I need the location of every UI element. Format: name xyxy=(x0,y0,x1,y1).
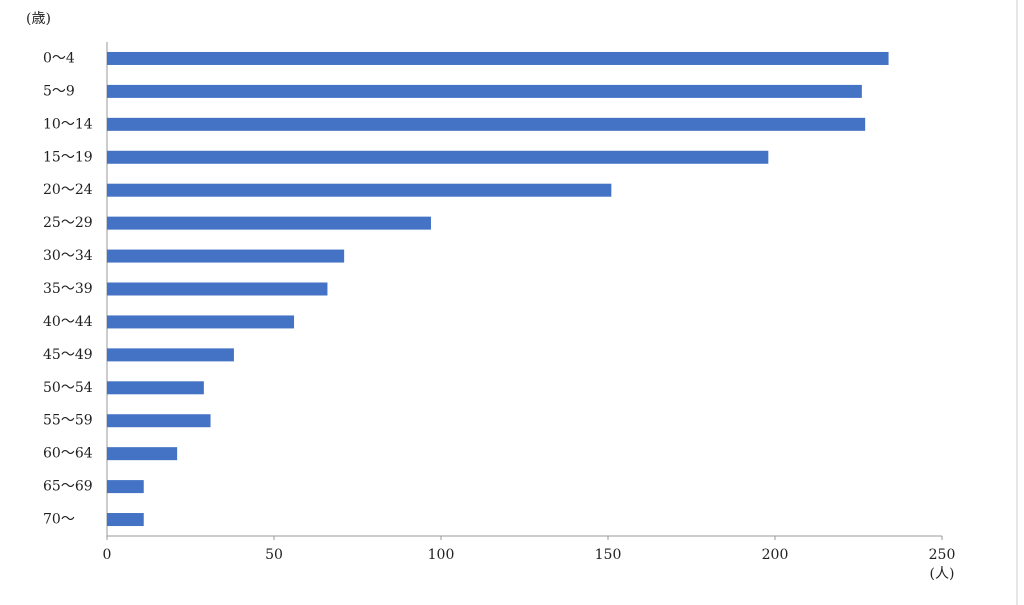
x-tick-label: 200 xyxy=(762,547,789,563)
bar xyxy=(107,183,612,197)
y-tick-label: 60～64 xyxy=(43,446,93,462)
x-tick-label: 100 xyxy=(428,547,455,563)
y-tick-label: 15～19 xyxy=(43,149,93,165)
bar xyxy=(107,51,889,65)
bar xyxy=(107,414,211,428)
x-tick-label: 150 xyxy=(595,547,622,563)
bar xyxy=(107,84,862,98)
x-tick-label: 0 xyxy=(103,547,112,563)
bar xyxy=(107,447,178,461)
bar xyxy=(107,249,345,263)
y-tick-label: 10～14 xyxy=(43,116,93,132)
bar xyxy=(107,315,295,329)
y-tick-label: 20～24 xyxy=(43,182,93,198)
bar xyxy=(107,348,234,362)
y-tick-label: 35～39 xyxy=(43,281,93,297)
x-tick-label: 50 xyxy=(265,547,283,563)
y-tick-label: 50～54 xyxy=(43,380,93,396)
bar xyxy=(107,150,769,164)
y-tick-label: 5～9 xyxy=(43,83,75,99)
y-tick-label: 25～29 xyxy=(43,215,93,231)
bar xyxy=(107,381,204,395)
x-tick-label: 250 xyxy=(929,547,956,563)
y-tick-label: 45～49 xyxy=(43,347,93,363)
y-tick-label: 65～69 xyxy=(43,479,93,495)
y-tick-label: 55～59 xyxy=(43,413,93,429)
bar xyxy=(107,117,866,131)
x-axis-title: (人) xyxy=(930,566,955,582)
y-tick-label: 40～44 xyxy=(43,314,93,330)
y-tick-label: 30～34 xyxy=(43,248,93,264)
bar xyxy=(107,480,144,494)
bar xyxy=(107,513,144,527)
bar xyxy=(107,282,328,296)
y-tick-label: 70～ xyxy=(43,512,75,528)
bar xyxy=(107,216,431,230)
y-axis-title: (歳) xyxy=(26,11,51,27)
y-tick-label: 0～4 xyxy=(43,50,75,66)
